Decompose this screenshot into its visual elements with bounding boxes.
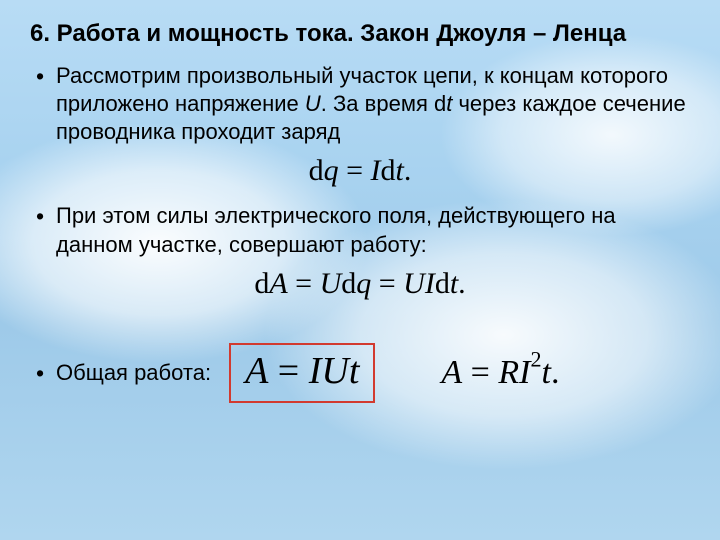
eq2-d3: d [435, 267, 450, 300]
eq2-dot: . [458, 267, 466, 300]
equation-3-box: A = IUt [229, 343, 375, 403]
eq2-d1: d [254, 267, 269, 300]
eq2-t: t [450, 267, 458, 300]
eq1-eq: = [339, 154, 371, 187]
slide-title: 6. Работа и мощность тока. Закон Джоуля … [30, 20, 690, 48]
eq1-I: I [371, 154, 381, 187]
eq2-q: q [356, 267, 371, 300]
eq2-eq2: = [371, 267, 403, 300]
eq4-eq: = [462, 354, 498, 391]
bullet-3-text: Общая работа: [56, 360, 211, 385]
eq1-t: t [396, 154, 404, 187]
bullet-2-text: При этом силы электрического поля, дейст… [56, 203, 616, 256]
eq4-dot: . [551, 354, 560, 391]
bullet-1-var-u: U [305, 91, 321, 116]
eq3-eq: = [268, 350, 308, 392]
equation-1-row: dq = Idt. [30, 154, 690, 188]
eq4-RI: RI [498, 354, 530, 391]
equation-4: A = RI2t. [441, 354, 559, 392]
eq2-d2: d [341, 267, 356, 300]
eq1-dot: . [404, 154, 412, 187]
final-row: Общая работа: A = IUt A = RI2t. [30, 343, 690, 403]
slide: 6. Работа и мощность тока. Закон Джоуля … [0, 0, 720, 540]
bullet-list: Рассмотрим произвольный участок цепи, к … [30, 62, 690, 146]
bullet-1-text-b: . За время d [321, 91, 446, 116]
eq4-A: A [441, 354, 462, 391]
bullet-list-2: При этом силы электрического поля, дейст… [30, 202, 690, 258]
eq2-UI: UI [403, 267, 435, 300]
eq1-d2: d [381, 154, 396, 187]
equation-1: dq = Idt. [309, 154, 412, 188]
equation-2-row: dA = Udq = UIdt. [30, 267, 690, 301]
equation-2: dA = Udq = UIdt. [254, 267, 465, 301]
bullet-3: Общая работа: [30, 360, 211, 386]
eq2-U: U [320, 267, 342, 300]
bullet-1: Рассмотрим произвольный участок цепи, к … [30, 62, 690, 146]
bullet-2: При этом силы электрического поля, дейст… [30, 202, 690, 258]
eq3-IUt: IUt [309, 350, 360, 392]
eq4-exp: 2 [530, 346, 541, 371]
eq2-eq1: = [288, 267, 320, 300]
eq1-q: q [324, 154, 339, 187]
equation-3: A = IUt [245, 350, 359, 392]
eq3-A: A [245, 350, 268, 392]
eq1-d1: d [309, 154, 324, 187]
eq4-t: t [542, 354, 551, 391]
eq2-A: A [269, 267, 287, 300]
